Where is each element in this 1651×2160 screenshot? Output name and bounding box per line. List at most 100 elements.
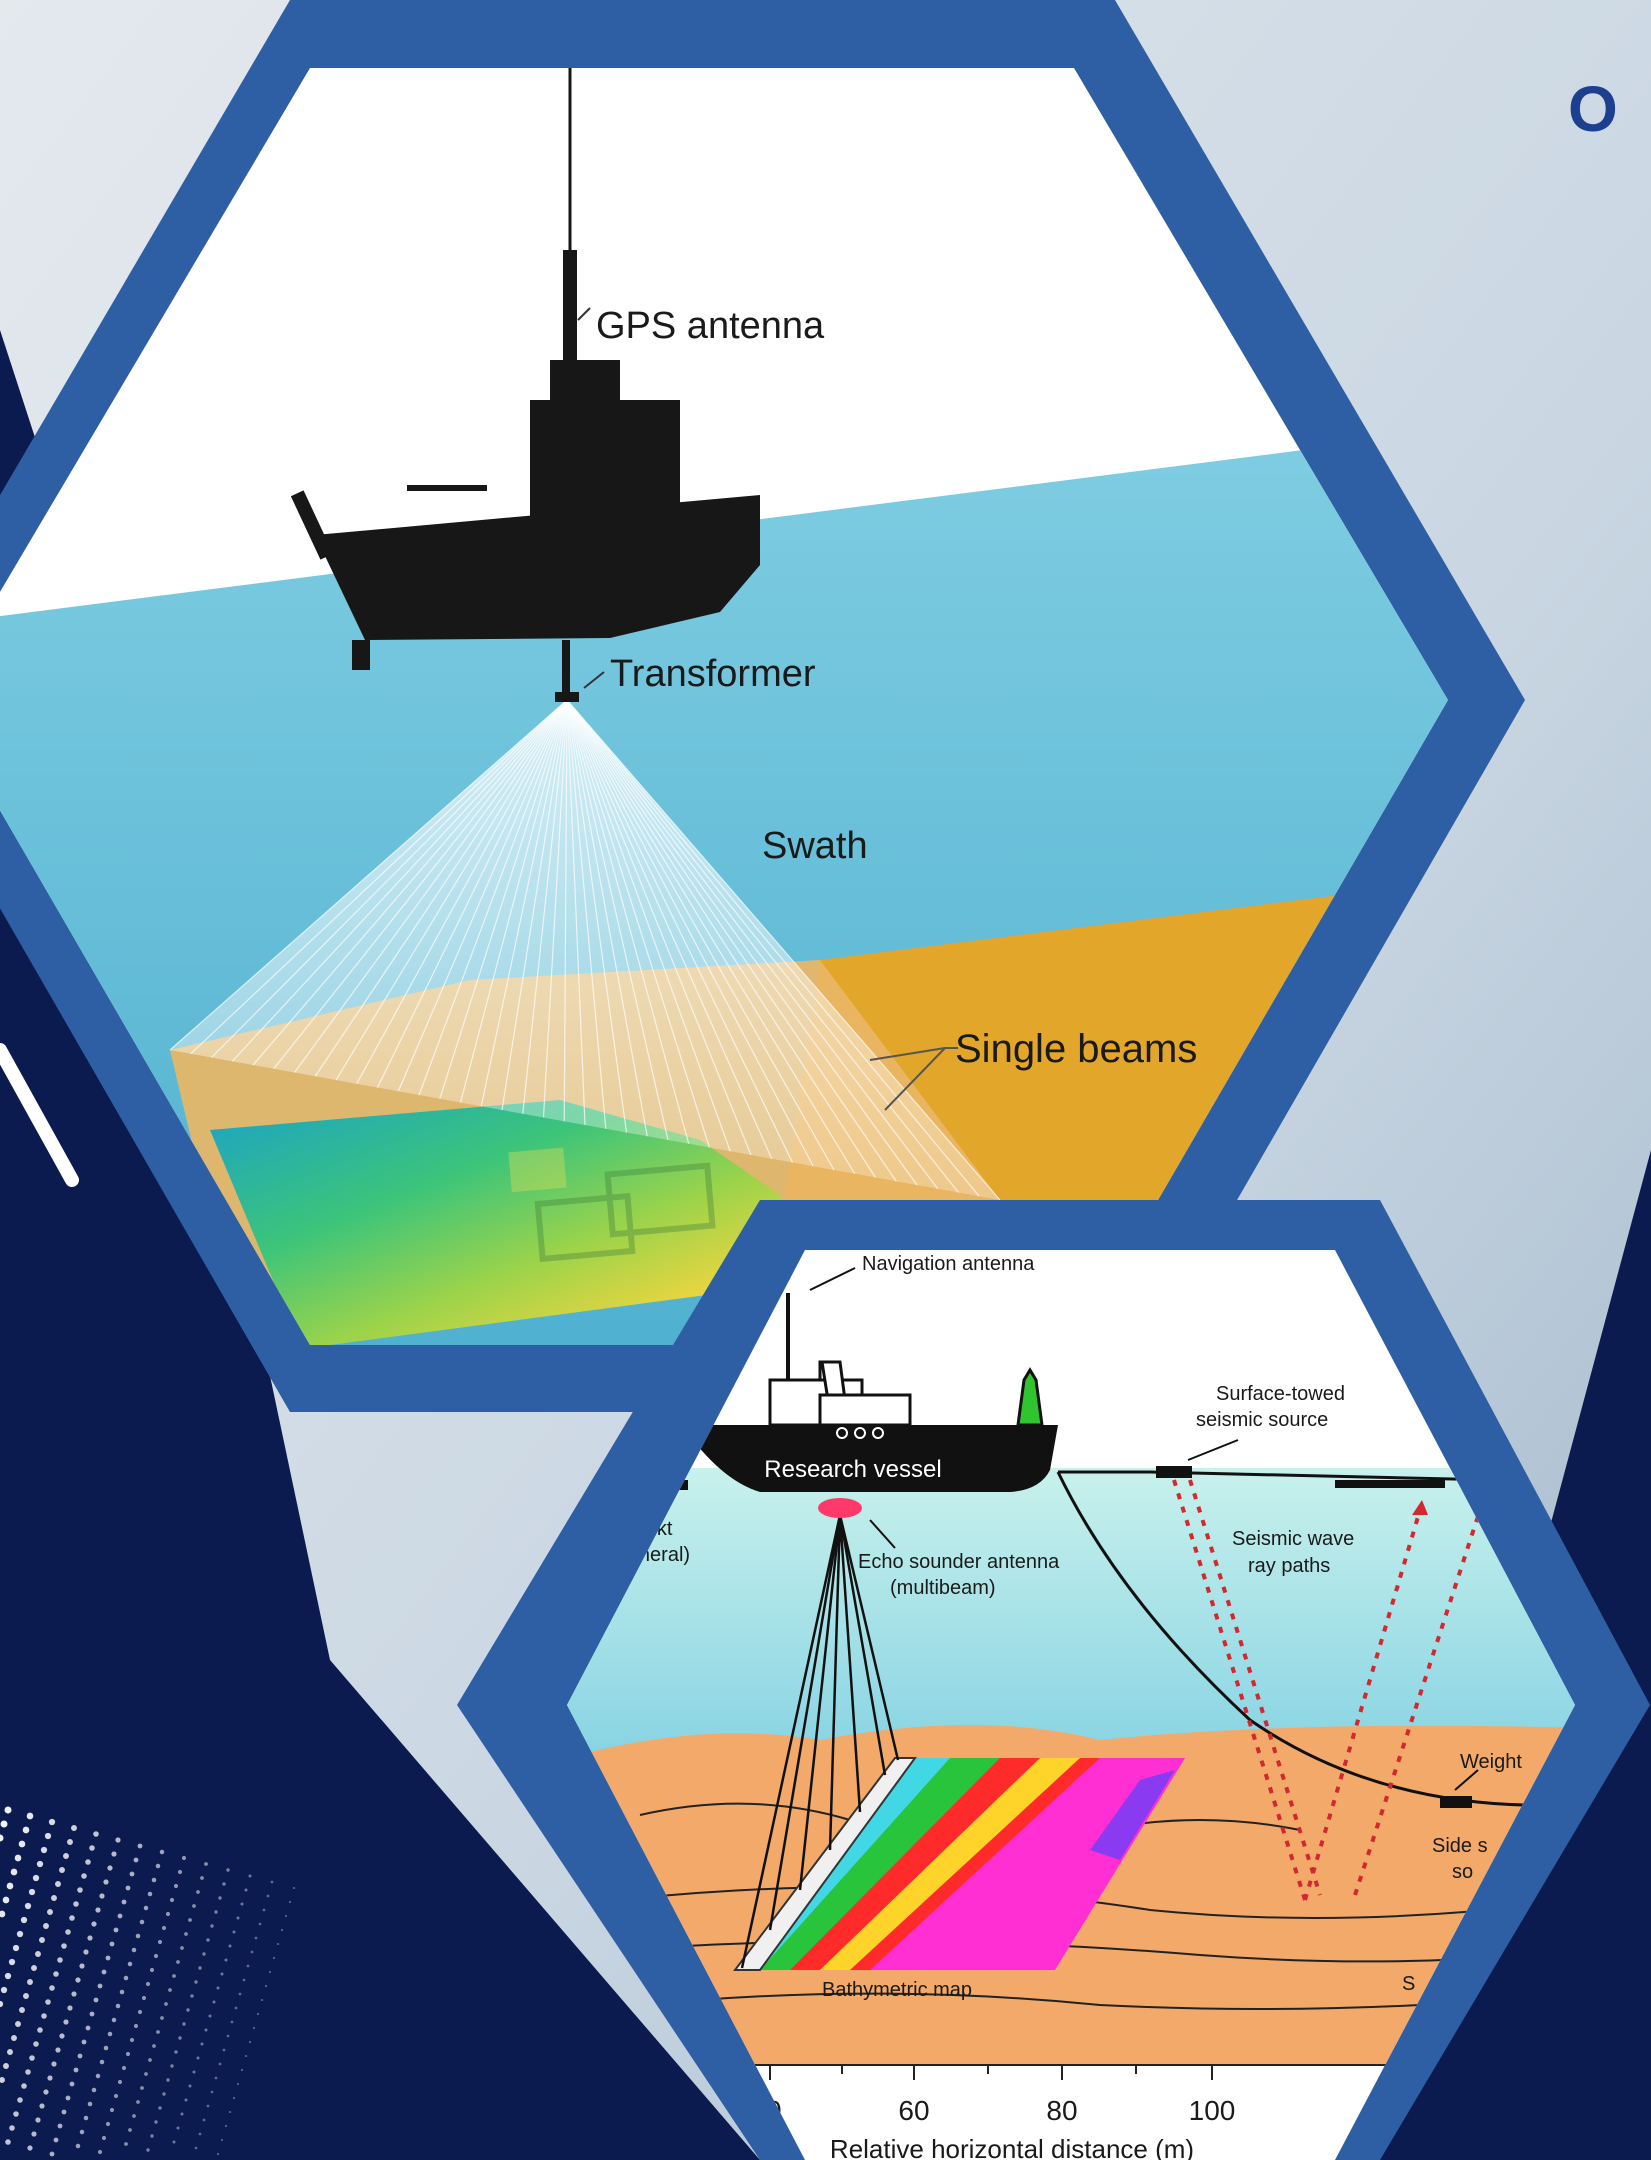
decor-dot — [47, 2075, 53, 2081]
decor-dot — [89, 2011, 95, 2017]
beam-line — [566, 699, 648, 1137]
decor-dot — [238, 1992, 242, 1996]
decor-dot — [65, 2095, 71, 2101]
decor-dot — [22, 1826, 30, 1834]
decor-dot — [232, 2096, 236, 2100]
decor-dot — [105, 2121, 111, 2127]
beam-line — [566, 699, 586, 1126]
decor-dot — [252, 2026, 256, 2030]
axis-title: Relative horizontal distance (m) — [830, 2134, 1194, 2160]
decor-dot — [40, 1846, 48, 1854]
beam-line — [211, 699, 568, 1058]
decor-dot — [218, 1896, 222, 1900]
decor-dot — [139, 1919, 145, 1925]
decor-dot — [132, 2114, 136, 2118]
decor-dot — [97, 2149, 103, 2155]
decor-dot — [214, 1910, 218, 1914]
decor-dot — [176, 1960, 180, 1964]
beam-line — [294, 699, 568, 1073]
decor-dot — [280, 1928, 284, 1932]
decor-dot — [180, 1946, 184, 1950]
decor-dot — [107, 2031, 113, 2037]
decor-dot — [192, 2070, 196, 2074]
decor-dot — [176, 2126, 180, 2130]
decor-dot — [262, 1908, 266, 1912]
decor-dot — [164, 2002, 168, 2006]
decor-dot — [228, 2110, 232, 2114]
decor-dot — [0, 1986, 8, 1994]
echo-sounder-label-2: (multibeam) — [890, 1577, 996, 1599]
decor-dot — [198, 2132, 202, 2136]
seismic-arrowhead — [1412, 1500, 1428, 1515]
decor-dot — [180, 2112, 184, 2116]
decor-dot — [125, 1885, 131, 1891]
multibeam-line — [828, 1514, 842, 1851]
decor-dot — [129, 1871, 135, 1877]
decor-dot — [141, 1995, 147, 2001]
decor-dot — [181, 1855, 187, 1861]
decor-dot — [2, 1896, 10, 1904]
ship-hull — [315, 495, 760, 640]
decor-dot — [81, 2039, 87, 2045]
porthole — [854, 1427, 866, 1439]
decor-dot — [27, 2145, 33, 2151]
nav-antenna-leader — [809, 1267, 856, 1291]
decor-dot — [16, 1930, 24, 1938]
decor-dot — [230, 2020, 234, 2024]
decor-dot — [119, 1989, 125, 1995]
beam-line — [459, 699, 568, 1103]
decor-dot — [125, 2051, 131, 2057]
decor-dot — [236, 1916, 240, 1920]
decor-dot — [256, 2012, 260, 2016]
multibeam-surface — [210, 1100, 820, 1345]
decor-dot — [71, 1991, 77, 1997]
gps-antenna-label: GPS antenna — [596, 305, 825, 347]
decor-dot — [39, 1937, 45, 1943]
decor-dot — [248, 2040, 252, 2044]
decor-dot — [73, 2067, 79, 2073]
decor-dot — [208, 2014, 212, 2018]
decor-dot — [236, 2082, 240, 2086]
decor-dot — [272, 1956, 276, 1960]
decor-dot — [244, 2054, 248, 2058]
beam-line — [335, 699, 568, 1081]
decor-dot — [11, 2035, 17, 2041]
beam-line — [566, 699, 856, 1175]
decor-dot — [264, 1984, 268, 1988]
decor-dot — [218, 2062, 222, 2066]
beam-line — [566, 699, 731, 1152]
decor-dot — [20, 1916, 28, 1924]
beam-line — [566, 699, 628, 1133]
seismic-label-2: ray paths — [1248, 1555, 1330, 1577]
decor-dot — [220, 1972, 224, 1976]
decor-dot — [210, 1924, 214, 1928]
decor-dot — [240, 2068, 244, 2072]
axis-tick-label: 60 — [898, 2095, 929, 2126]
transformer-label: Transformer — [610, 653, 816, 695]
decor-dot — [145, 1981, 151, 1987]
beam-line — [314, 699, 568, 1077]
decor-dot — [25, 2069, 31, 2075]
decor-dot — [159, 1849, 165, 1855]
decor-dot — [151, 1877, 157, 1883]
transformer-leader — [583, 671, 605, 689]
multibeam-fan — [740, 1514, 900, 1969]
vessel-deckhouse — [818, 1393, 912, 1427]
side-scan-sonar — [1440, 1796, 1472, 1808]
axis-ticks — [769, 2065, 1213, 2080]
axis-tick-label: 100 — [1189, 2095, 1236, 2126]
decor-dot — [216, 1986, 220, 1990]
decor-dot — [196, 1890, 200, 1894]
decor-dot — [69, 2081, 75, 2087]
decor-dot — [103, 2045, 109, 2051]
decor-dot — [121, 1899, 127, 1905]
weight-label: Weight — [1460, 1751, 1522, 1773]
beam-line — [566, 699, 711, 1148]
multibeam-line — [740, 1514, 842, 1969]
decor-dot — [172, 1974, 176, 1978]
decor-dot — [220, 2138, 224, 2142]
decor-dot — [268, 1970, 272, 1974]
decor-dot — [165, 1911, 171, 1917]
decor-dot — [101, 2135, 107, 2141]
